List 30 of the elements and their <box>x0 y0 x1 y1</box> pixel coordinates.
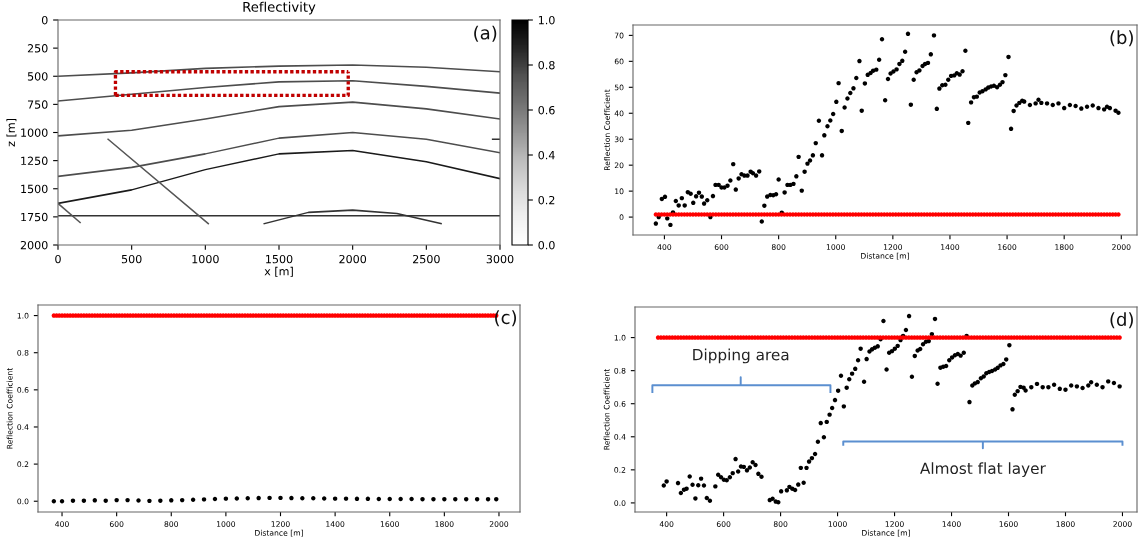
chart-title: Reflectivity <box>243 1 316 15</box>
y-tick-label: 750 <box>27 100 48 109</box>
y-tick-label: 250 <box>27 44 48 53</box>
y-tick-label: 0 <box>41 15 48 25</box>
y-tick-label: 1000 <box>21 128 48 137</box>
annotation: (a) <box>474 25 497 42</box>
y-tick-label: 1250 <box>21 156 48 165</box>
x-tick-label: 500 <box>121 254 142 264</box>
x-tick-label: 2000 <box>339 254 367 264</box>
annotation: (c) <box>495 310 517 327</box>
annotation: (b) <box>1110 30 1133 47</box>
annotation: Dipping area <box>693 348 789 364</box>
y-tick-label: 1500 <box>21 184 48 194</box>
x-tick-label: 2500 <box>413 254 440 264</box>
y-axis-title: z [m] <box>6 119 17 147</box>
y-tick-label: 500 <box>27 72 48 81</box>
x-tick-label: 0 <box>55 254 61 264</box>
x-tick-label: 1500 <box>266 254 293 264</box>
color-bar-label: 1.0 <box>538 15 555 25</box>
x-axis-title: x [m] <box>264 266 293 277</box>
color-bar-label: 0.2 <box>538 195 555 205</box>
color-bar-label: 0.6 <box>538 105 555 115</box>
x-tick-label: 1000 <box>192 254 219 264</box>
annotation: (d) <box>1110 312 1133 329</box>
color-bar-label: 0.8 <box>538 60 555 70</box>
x-tick-label: 3000 <box>486 254 514 264</box>
y-tick-label: 1750 <box>21 212 48 222</box>
color-bar-label: 0.4 <box>538 150 555 160</box>
color-bar-label: 0.0 <box>538 240 555 250</box>
annotation: Almost flat layer <box>920 462 1046 478</box>
